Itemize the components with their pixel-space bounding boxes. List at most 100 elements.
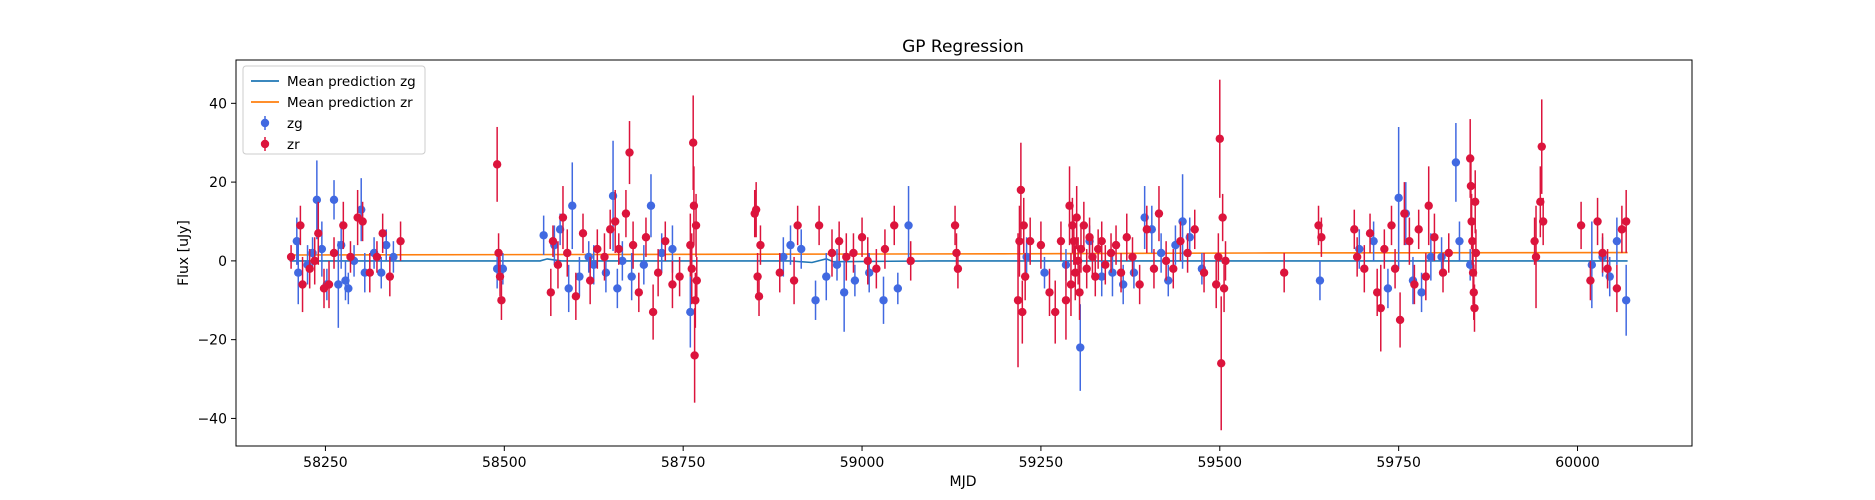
point-zg-39 xyxy=(779,237,788,277)
point-zr-41 xyxy=(653,249,663,297)
point-zr-30 xyxy=(593,229,602,269)
point-zr-102 xyxy=(1097,221,1106,261)
point-zg-31 xyxy=(613,268,622,309)
point-zr-101 xyxy=(1093,229,1103,269)
x-tick-label: 59000 xyxy=(840,455,885,471)
point-zr-156 xyxy=(1471,229,1481,277)
point-zr-121 xyxy=(1215,79,1224,198)
point-zr-109 xyxy=(1135,264,1144,305)
point-zg-25 xyxy=(568,162,577,250)
point-zr-74 xyxy=(953,249,963,289)
point-zr-165 xyxy=(1598,233,1607,273)
point-zr-117 xyxy=(1190,209,1199,250)
point-zr-81 xyxy=(1025,217,1035,265)
point-zr-137 xyxy=(1390,249,1400,289)
legend-entry-3: zr xyxy=(260,137,300,153)
point-zr-72 xyxy=(950,205,960,246)
point-zr-99 xyxy=(1088,237,1097,277)
point-zr-146 xyxy=(1438,253,1448,293)
point-zr-125 xyxy=(1221,241,1230,281)
point-zr-168 xyxy=(1617,205,1627,253)
point-zr-126 xyxy=(1279,253,1289,293)
point-zr-154 xyxy=(1470,284,1479,332)
point-zr-118 xyxy=(1199,253,1209,293)
point-zr-145 xyxy=(1430,213,1439,261)
point-zr-8 xyxy=(329,237,339,269)
point-zr-27 xyxy=(571,272,581,320)
point-zr-129 xyxy=(1350,209,1359,250)
point-zr-164 xyxy=(1593,197,1602,246)
point-zr-119 xyxy=(1212,260,1221,309)
point-zr-56 xyxy=(754,276,764,317)
point-zr-37 xyxy=(628,221,638,269)
legend-label: Mean prediction zg xyxy=(287,74,416,90)
legend-label: Mean prediction zr xyxy=(287,95,413,111)
point-zg-46 xyxy=(850,264,860,297)
point-zr-131 xyxy=(1360,245,1369,293)
point-zr-114 xyxy=(1169,249,1178,289)
point-zr-122 xyxy=(1217,296,1226,431)
point-zg-71 xyxy=(1383,268,1393,309)
point-zr-14 xyxy=(372,241,382,273)
point-zg-70 xyxy=(1369,221,1378,261)
point-zr-71 xyxy=(906,241,915,281)
point-zr-22 xyxy=(546,268,556,317)
point-zr-98 xyxy=(1085,217,1094,257)
point-zr-85 xyxy=(1056,221,1066,261)
legend-entry-2: zg xyxy=(260,116,303,132)
point-zr-134 xyxy=(1376,264,1385,352)
point-zr-33 xyxy=(611,189,620,253)
x-tick-label: 58500 xyxy=(482,455,527,471)
mean-line-zg xyxy=(289,258,1628,264)
point-zr-61 xyxy=(814,205,824,246)
y-axis-label: Flux [uJy] xyxy=(176,220,192,286)
legend-label: zr xyxy=(287,137,300,153)
point-zg-21 xyxy=(539,215,548,255)
data-layer xyxy=(286,79,1631,431)
x-tick-label: 59500 xyxy=(1198,455,1243,471)
point-zr-115 xyxy=(1176,221,1185,261)
point-zr-1 xyxy=(296,205,305,246)
point-zr-17 xyxy=(396,221,405,261)
point-zr-36 xyxy=(625,121,634,185)
axes: 58250 58500 58750 59000 59250 59500 59750 60000… xyxy=(197,96,1599,471)
point-zr-58 xyxy=(775,253,784,293)
point-zr-29 xyxy=(585,256,595,305)
point-zr-18 xyxy=(492,126,502,202)
point-zr-82 xyxy=(1036,221,1046,269)
point-zr-135 xyxy=(1380,229,1389,269)
point-zr-39 xyxy=(641,217,651,257)
point-zg-35 xyxy=(646,174,656,238)
point-zg-44 xyxy=(832,249,842,281)
point-zr-141 xyxy=(1410,264,1419,305)
point-zr-91 xyxy=(1071,245,1080,301)
point-zr-130 xyxy=(1352,237,1362,277)
point-zr-132 xyxy=(1365,213,1375,253)
point-zr-142 xyxy=(1414,209,1423,250)
point-zr-160 xyxy=(1537,99,1546,194)
point-zr-3 xyxy=(305,249,314,289)
point-zg-43 xyxy=(822,253,831,301)
point-zr-7 xyxy=(324,260,334,309)
point-zr-110 xyxy=(1142,205,1152,253)
point-zr-88 xyxy=(1066,253,1076,317)
point-zr-103 xyxy=(1101,245,1110,285)
point-zr-108 xyxy=(1128,237,1137,277)
point-zg-18 xyxy=(389,241,398,273)
point-zr-51 xyxy=(691,193,701,257)
point-zr-35 xyxy=(621,189,631,238)
point-zg-10 xyxy=(341,260,350,301)
point-zg-24 xyxy=(564,264,573,313)
point-zr-60 xyxy=(793,205,802,246)
x-tick-label: 58250 xyxy=(303,455,348,471)
point-zr-79 xyxy=(1019,197,1028,253)
y-tick-label: −20 xyxy=(197,333,227,349)
point-zr-34 xyxy=(614,233,623,265)
legend: Mean prediction zg Mean prediction zr zg zr xyxy=(242,65,426,155)
point-zr-59 xyxy=(789,256,799,305)
point-zg-78 xyxy=(1451,123,1461,202)
point-zg-75 xyxy=(1417,272,1426,313)
point-zr-62 xyxy=(827,229,837,277)
point-zg-42 xyxy=(811,280,820,320)
